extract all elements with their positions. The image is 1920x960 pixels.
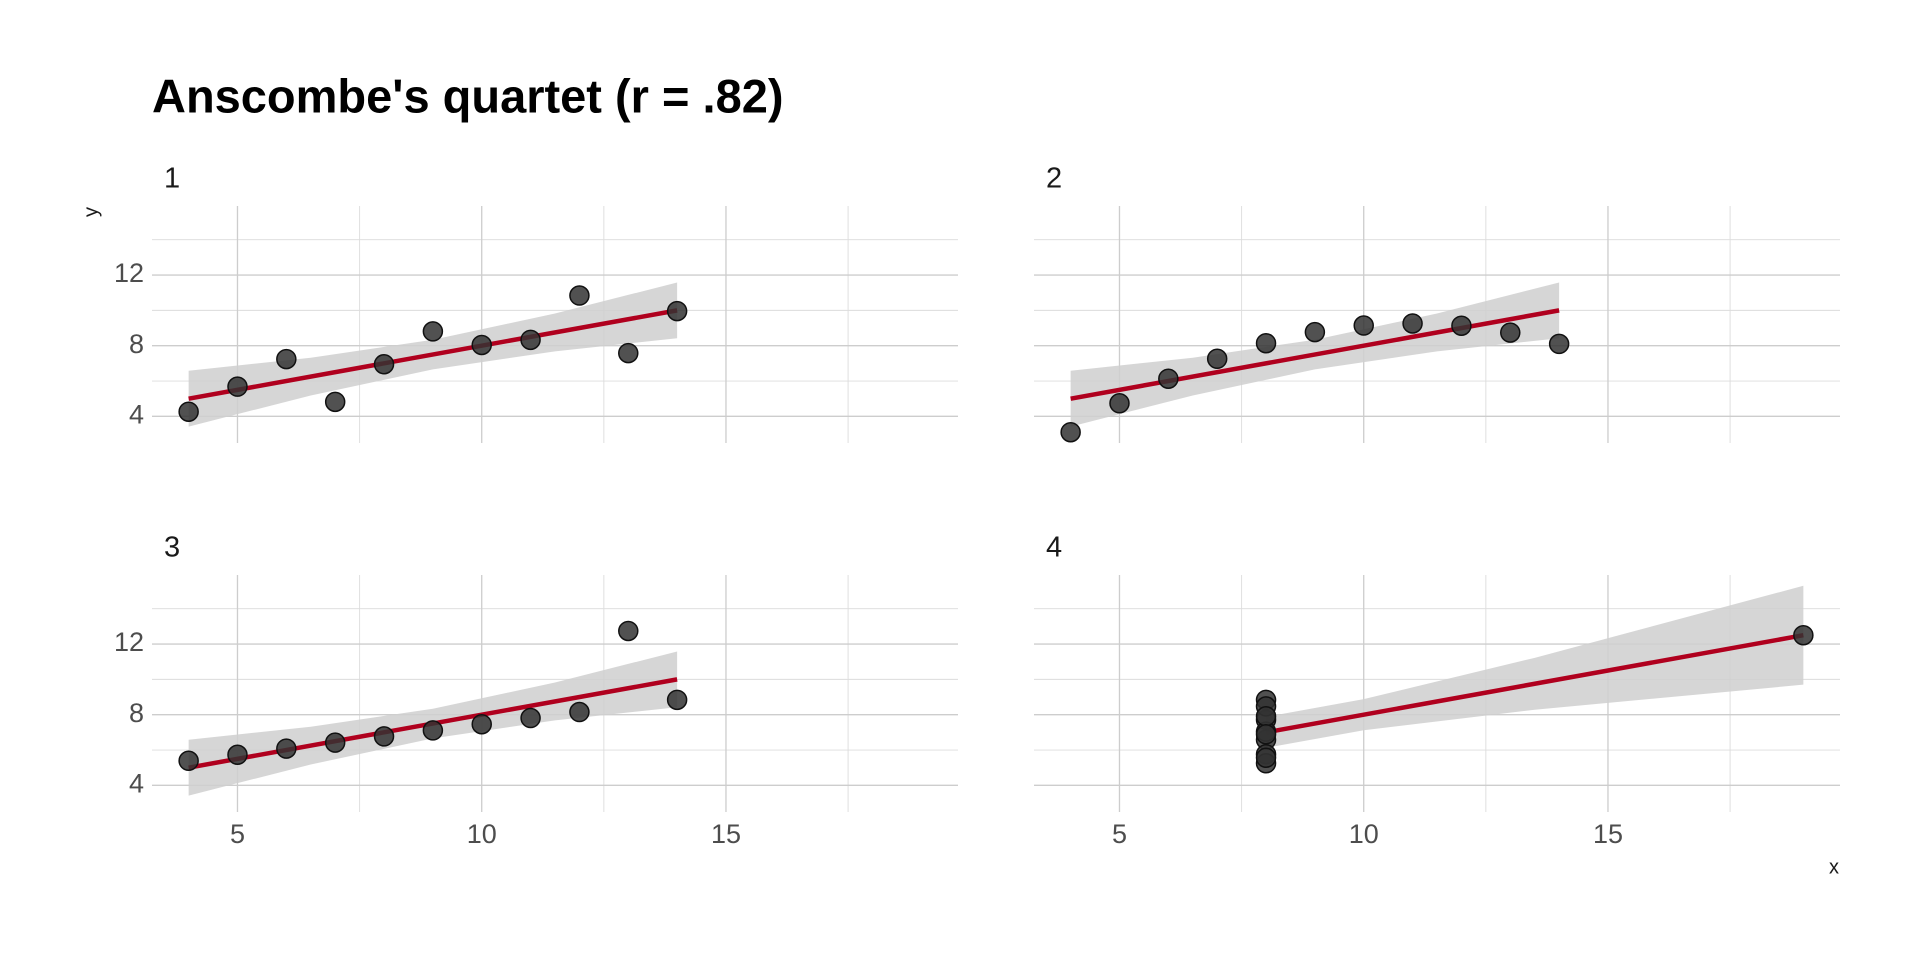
point xyxy=(422,720,444,741)
point xyxy=(1255,747,1277,769)
x-tick-label: 15 xyxy=(1593,819,1623,849)
y-tick-label: 8 xyxy=(129,329,144,359)
point xyxy=(1353,315,1374,336)
point xyxy=(1206,348,1228,370)
point xyxy=(1255,724,1277,745)
y-tick-label: 8 xyxy=(129,698,144,728)
y-tick-label: 4 xyxy=(129,399,144,429)
point xyxy=(569,285,590,306)
fit-line xyxy=(188,308,678,401)
point xyxy=(618,342,639,364)
facet-label: 2 xyxy=(1046,163,1062,195)
y-tick-label: 12 xyxy=(114,627,144,657)
facet-label: 1 xyxy=(164,163,180,195)
point xyxy=(373,353,395,375)
panel: 3 5 10 15 4 8 12 xyxy=(114,532,958,849)
x-tick-label: 5 xyxy=(1112,819,1127,849)
point xyxy=(1451,315,1472,336)
point xyxy=(471,334,492,356)
point xyxy=(1060,421,1081,443)
point xyxy=(666,300,688,322)
fit-line xyxy=(1070,308,1560,401)
point xyxy=(1109,393,1130,414)
point xyxy=(1255,706,1277,727)
y-tick-label: 12 xyxy=(114,258,144,288)
point xyxy=(1304,321,1326,343)
point xyxy=(227,744,248,766)
facet-label: 3 xyxy=(164,532,180,564)
point xyxy=(471,713,492,735)
point xyxy=(1793,624,1814,646)
panel: 4 5 10 15 xyxy=(1034,532,1840,849)
x-tick-label: 10 xyxy=(1349,819,1379,849)
confidence-band xyxy=(1266,585,1804,748)
point xyxy=(1402,313,1423,334)
point xyxy=(1158,368,1179,389)
point xyxy=(1500,322,1521,343)
facet-label: 4 xyxy=(1046,532,1062,564)
point xyxy=(178,401,199,422)
point xyxy=(178,750,199,772)
point xyxy=(569,701,590,723)
point xyxy=(324,391,346,413)
x-tick-label: 15 xyxy=(711,819,741,849)
chart-title: Anscombe's quartet (r = .82) xyxy=(152,69,784,122)
point xyxy=(520,329,541,351)
point xyxy=(373,726,395,747)
y-axis-label: y xyxy=(80,207,102,217)
point xyxy=(324,732,346,753)
point xyxy=(618,620,639,642)
fit-line xyxy=(1265,633,1804,735)
x-tick-label: 5 xyxy=(230,819,245,849)
x-axis-label: x xyxy=(1829,856,1839,878)
point xyxy=(520,707,541,729)
point xyxy=(276,348,297,370)
point xyxy=(1255,332,1277,354)
panel: 1 4 8 12 xyxy=(114,163,958,443)
point xyxy=(276,738,297,759)
point xyxy=(1548,333,1570,355)
point xyxy=(666,689,688,711)
point xyxy=(422,321,444,342)
x-tick-label: 10 xyxy=(467,819,497,849)
point xyxy=(227,376,248,397)
y-tick-label: 4 xyxy=(129,768,144,798)
panel: 2 xyxy=(1034,163,1840,443)
